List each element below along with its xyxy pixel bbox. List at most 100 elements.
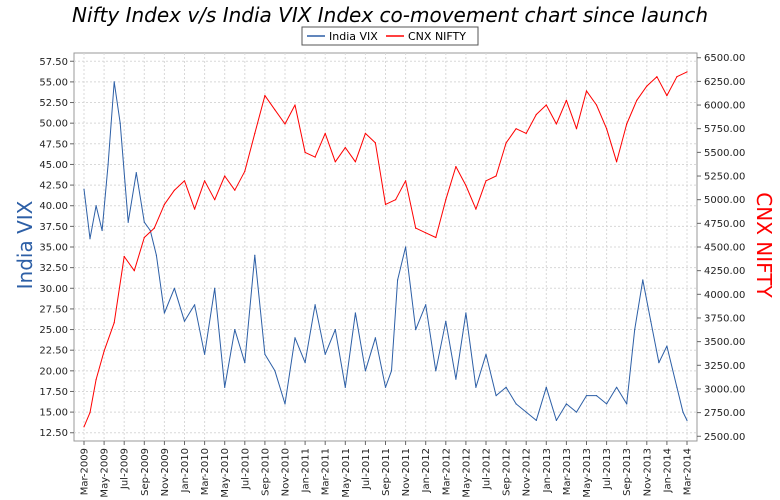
data-point [575, 411, 578, 413]
data-point [435, 370, 437, 372]
x-tick-label: May-2009 [100, 448, 111, 498]
data-point [384, 203, 387, 205]
x-tick-label: Jul-2013 [602, 448, 613, 490]
x-tick-label: Jul-2010 [240, 448, 251, 490]
right-tick-label: 3500.00 [704, 337, 745, 348]
x-tick-label: May-2010 [220, 448, 231, 498]
x-tick-label: Jan-2012 [421, 448, 432, 493]
x-tick-label: Nov-2011 [401, 448, 412, 496]
data-point [415, 329, 417, 331]
data-point [374, 337, 376, 339]
data-point [83, 188, 85, 190]
data-point [83, 426, 85, 428]
x-tick-label: Jan-2010 [180, 448, 191, 493]
left-tick-label: 40.00 [39, 201, 68, 212]
data-point [616, 386, 618, 388]
left-tick-label: 52.50 [39, 98, 68, 109]
left-tick-label: 12.50 [39, 428, 68, 439]
x-tick-label: Jan-2011 [301, 448, 312, 493]
left-tick-label: 25.00 [39, 325, 68, 336]
data-point [224, 386, 226, 388]
data-point [344, 147, 346, 149]
data-point [244, 362, 246, 364]
x-tick-label: Mar-2010 [200, 448, 211, 495]
data-point [149, 229, 151, 232]
x-tick-label: Sep-2009 [140, 448, 151, 496]
data-point [101, 229, 103, 232]
data-point [425, 232, 427, 234]
data-point [634, 329, 636, 331]
left-tick-label: 22.50 [39, 346, 68, 357]
right-tick-label: 5250.00 [704, 172, 745, 183]
x-tick-label: Nov-2013 [642, 448, 653, 496]
x-tick-label: Mar-2012 [441, 448, 452, 495]
right-tick-label: 4000.00 [704, 290, 745, 301]
data-point [384, 386, 387, 388]
data-point [183, 180, 186, 182]
x-tick-label: Jul-2009 [120, 448, 131, 490]
data-point [324, 353, 326, 355]
data-point [445, 320, 447, 322]
data-point [666, 95, 668, 97]
data-point [127, 221, 129, 223]
data-point [113, 81, 115, 83]
right-tick-label: 5750.00 [704, 124, 745, 135]
data-point [135, 172, 137, 174]
data-point [435, 236, 437, 239]
data-point [254, 132, 256, 134]
left-tick-label: 47.50 [39, 139, 68, 150]
data-point [642, 279, 644, 281]
data-point [676, 386, 678, 388]
data-point [95, 205, 97, 207]
data-point [294, 104, 296, 106]
data-point [465, 312, 467, 314]
data-point [425, 304, 427, 306]
data-point [194, 208, 196, 210]
data-point [555, 419, 558, 421]
left-tick-label: 37.50 [39, 222, 68, 233]
data-point [204, 353, 206, 355]
data-point [173, 189, 175, 191]
data-point [123, 255, 125, 258]
data-point [475, 208, 477, 210]
data-point [565, 403, 568, 405]
data-point [505, 386, 507, 388]
data-point [183, 320, 186, 322]
x-tick-label: Nov-2009 [160, 448, 171, 496]
x-tick-label: Mar-2014 [683, 448, 694, 495]
x-tick-label: Mar-2009 [80, 448, 91, 495]
data-point [686, 419, 688, 421]
data-point [535, 419, 537, 421]
x-tick-label: Sep-2012 [502, 448, 513, 496]
data-point [505, 142, 507, 144]
data-point [194, 304, 196, 306]
data-point [214, 287, 216, 289]
data-point [314, 156, 316, 158]
data-point [682, 411, 684, 413]
right-tick-label: 3250.00 [704, 361, 745, 372]
left-tick-label: 57.50 [39, 57, 68, 68]
data-point [224, 175, 226, 177]
right-tick-label: 4750.00 [704, 219, 745, 230]
data-point [264, 353, 266, 355]
left-tick-label: 15.00 [39, 408, 68, 419]
data-point [495, 395, 497, 397]
data-point [545, 386, 547, 388]
data-point [284, 123, 286, 125]
data-point [244, 170, 246, 172]
data-point [334, 329, 336, 331]
data-point [658, 362, 660, 364]
left-axis-ticks: 12.50 15.00 17.50 20.00 22.50 25.00 27.50 30.00… [39, 57, 74, 439]
data-point [455, 378, 457, 380]
data-point [153, 227, 155, 229]
data-point [650, 320, 652, 322]
data-point [354, 161, 356, 163]
data-point [314, 304, 316, 306]
x-tick-label: Jan-2014 [662, 448, 673, 493]
data-point [606, 403, 608, 405]
left-tick-label: 55.00 [39, 77, 68, 88]
x-tick-label: May-2011 [341, 448, 352, 498]
data-point [666, 345, 668, 347]
data-point [405, 180, 407, 182]
